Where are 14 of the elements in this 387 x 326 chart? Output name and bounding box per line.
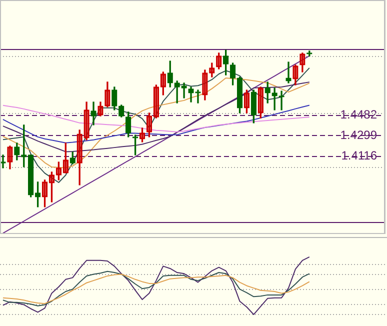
candlestick (0, 154, 6, 168)
candlestick (181, 82, 187, 98)
candlestick (272, 88, 278, 110)
candlestick (7, 146, 13, 170)
candlestick (98, 102, 104, 116)
candlestick (278, 90, 284, 110)
candlestick (104, 82, 110, 108)
candlestick (84, 102, 90, 140)
candlestick (202, 70, 208, 100)
candlestick (300, 52, 306, 72)
candlestick (195, 90, 201, 104)
candlestick (90, 102, 96, 126)
candlestick (292, 64, 298, 86)
candlestick (286, 62, 292, 84)
